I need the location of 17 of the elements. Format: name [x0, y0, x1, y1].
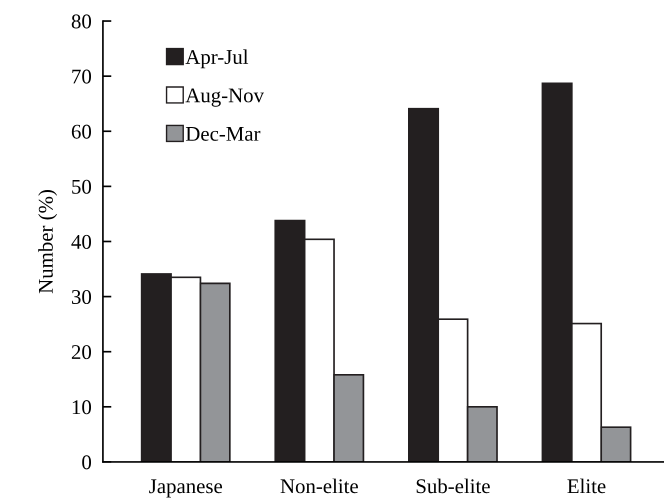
- y-tick-label: 0: [82, 455, 92, 470]
- legend-label: Aug-Nov: [186, 88, 264, 107]
- x-tick-label: Elite: [567, 478, 606, 494]
- x-tick-label: Non-elite: [280, 478, 358, 494]
- y-tick-label: 10: [72, 400, 92, 414]
- y-tick-label: 30: [72, 290, 92, 304]
- y-axis-title: Number (%): [38, 190, 58, 294]
- y-tick-label: 60: [72, 124, 92, 139]
- x-tick-label: Japanese: [149, 479, 222, 498]
- y-tick-label: 20: [72, 345, 92, 360]
- y-tick-label: 40: [71, 234, 92, 249]
- x-tick-label: Sub-elite: [416, 478, 490, 494]
- legend-label: Apr-Jul: [186, 49, 248, 68]
- y-tick-label: 70: [72, 70, 92, 84]
- y-tick-label: 80: [72, 14, 92, 28]
- y-tick-label: 50: [72, 180, 92, 194]
- legend-label: Dec-Mar: [186, 127, 260, 141]
